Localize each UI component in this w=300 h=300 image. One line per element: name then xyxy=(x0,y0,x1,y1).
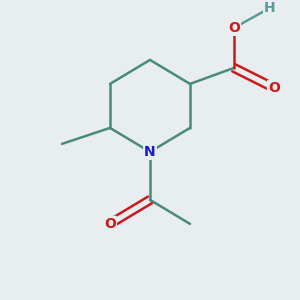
Text: O: O xyxy=(268,81,280,95)
Text: N: N xyxy=(144,145,156,159)
Text: O: O xyxy=(104,217,116,231)
Text: O: O xyxy=(228,21,240,35)
Text: H: H xyxy=(264,1,276,15)
